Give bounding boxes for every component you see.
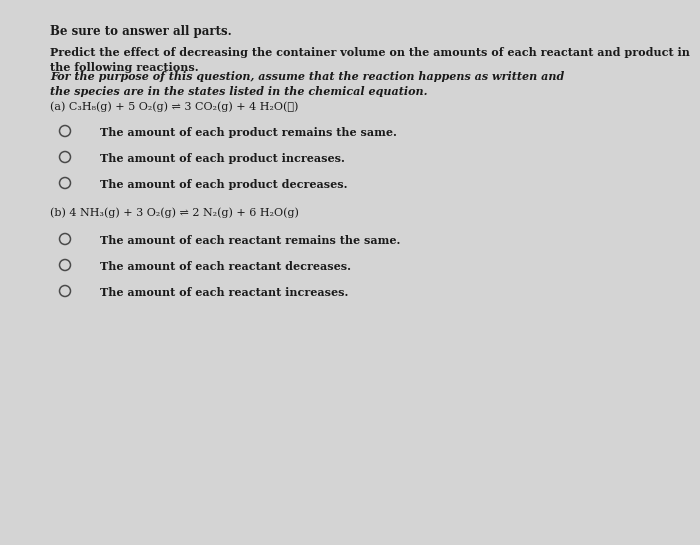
Text: The amount of each product remains the same.: The amount of each product remains the s… <box>100 127 397 138</box>
Text: (a) C₃H₈(g) + 5 O₂(g) ⇌ 3 CO₂(g) + 4 H₂O(ℓ): (a) C₃H₈(g) + 5 O₂(g) ⇌ 3 CO₂(g) + 4 H₂O… <box>50 101 298 112</box>
Text: For the purpose of this question, assume that the reaction happens as written an: For the purpose of this question, assume… <box>50 71 564 97</box>
Text: Be sure to answer all parts.: Be sure to answer all parts. <box>50 25 232 38</box>
Text: The amount of each reactant remains the same.: The amount of each reactant remains the … <box>100 235 400 246</box>
Text: The amount of each product decreases.: The amount of each product decreases. <box>100 179 347 190</box>
Text: The amount of each product increases.: The amount of each product increases. <box>100 153 345 164</box>
Text: The amount of each reactant increases.: The amount of each reactant increases. <box>100 287 349 298</box>
Text: Predict the effect of decreasing the container volume on the amounts of each rea: Predict the effect of decreasing the con… <box>50 47 690 73</box>
Text: (b) 4 NH₃(g) + 3 O₂(g) ⇌ 2 N₂(g) + 6 H₂O(g): (b) 4 NH₃(g) + 3 O₂(g) ⇌ 2 N₂(g) + 6 H₂O… <box>50 207 299 217</box>
Text: The amount of each reactant decreases.: The amount of each reactant decreases. <box>100 261 351 272</box>
